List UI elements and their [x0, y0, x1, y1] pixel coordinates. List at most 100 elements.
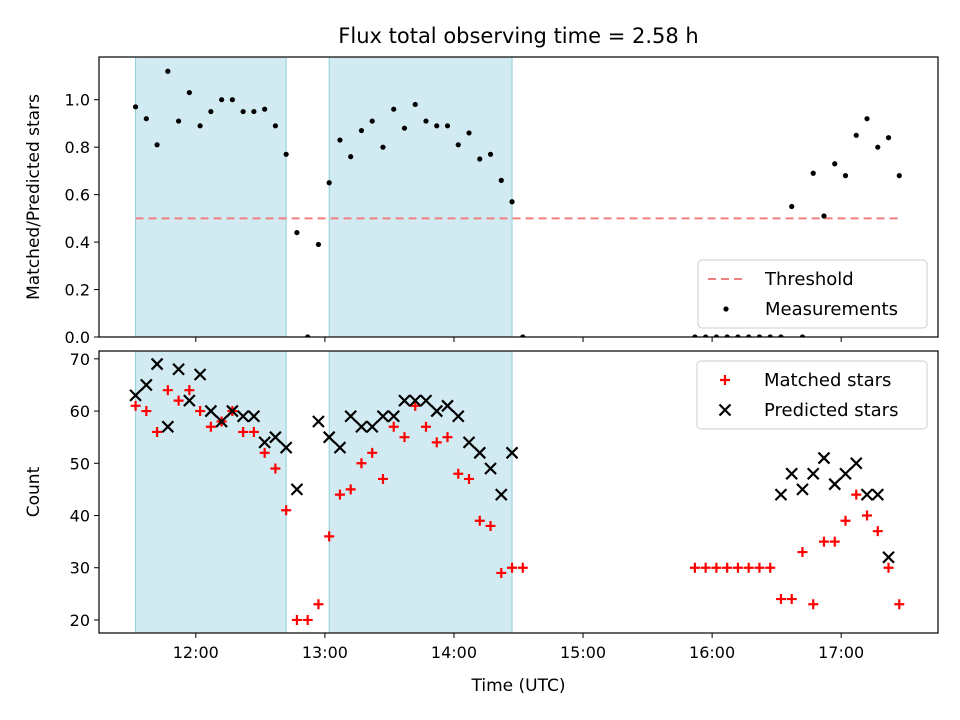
predicted-stars-point [387, 410, 401, 423]
measurements-point [853, 132, 859, 138]
measurements-point [778, 334, 784, 337]
measurements-point [186, 89, 192, 96]
measurements-point [434, 123, 440, 129]
predicted-stars-point [419, 394, 433, 407]
matched-stars-point [162, 385, 173, 396]
measurements-point [132, 104, 139, 110]
matched-stars-point [377, 473, 388, 484]
measurements-point [229, 97, 235, 103]
legend-label: Measurements [765, 299, 898, 320]
y-tick-label: 1.0 [65, 91, 90, 110]
y-tick-label: 0.8 [65, 138, 90, 157]
predicted-stars-point [806, 467, 820, 480]
y-tick-label: 0.4 [65, 233, 90, 252]
predicted-stars-point [236, 410, 250, 423]
predicted-stars-point [484, 462, 497, 475]
legend: Threshold Measurements [697, 259, 928, 329]
measurements-point [412, 101, 418, 108]
measurements-point [756, 334, 763, 337]
measurements-point [219, 97, 225, 103]
predicted-stars-point [204, 404, 218, 418]
y-tick-label: 60 [70, 402, 90, 421]
matched-stars-point [205, 421, 216, 432]
predicted-stars-point [860, 488, 874, 501]
measurements-point [703, 334, 709, 337]
matched-stars-point [431, 437, 442, 448]
measurements-point [208, 108, 214, 115]
predicted-stars-point [322, 430, 336, 444]
matched-stars-point [883, 562, 894, 573]
predicted-stars-point [451, 410, 465, 423]
predicted-stars-point [193, 368, 207, 381]
legend-label: Predicted stars [764, 400, 898, 421]
measurements-point [498, 177, 504, 183]
count-panel: 20 30 40 50 60 70 12:00 13:00 14:00 15:00 16:00 17:… [24, 350, 939, 662]
matched-stars-point [184, 385, 195, 396]
predicted-stars-point [258, 436, 271, 449]
measurements-point [165, 68, 171, 74]
matched-stars-point [281, 505, 292, 516]
measurements-point [864, 116, 870, 122]
measurements-point [875, 144, 881, 150]
predicted-stars-point [785, 467, 798, 480]
predicted-stars-point [172, 363, 185, 376]
matched-stars-point [689, 562, 700, 573]
y-tick-label: 40 [70, 507, 90, 526]
matched-stars-point [797, 547, 808, 558]
y-tick-label: 50 [70, 454, 90, 473]
predicted-stars-point [849, 457, 863, 470]
matched-stars-point [420, 421, 431, 432]
measurements-point [143, 116, 149, 122]
observing-window [328, 351, 513, 633]
measurements-point [272, 123, 279, 129]
chart-title: Flux total observing time = 2.58 h [338, 24, 698, 48]
x-tick-label: 16:00 [689, 643, 735, 662]
matched-stars-point [775, 594, 786, 605]
matched-stars-point [732, 562, 743, 573]
matched-stars-point [356, 458, 367, 469]
predicted-stars-legend-point [718, 403, 732, 417]
measurements-point [509, 199, 515, 205]
measurements-point [455, 142, 461, 148]
ratio-panel: 0.0 0.2 0.4 0.6 0.8 1.0 Matched/Predicted star… [24, 56, 939, 347]
matched-stars-point [862, 510, 873, 521]
matched-stars-point [840, 515, 851, 526]
matched-stars-point [894, 599, 905, 610]
observing-window [135, 351, 287, 633]
predicted-stars-point [150, 357, 164, 371]
plot-frame [98, 56, 939, 338]
measurements-point [240, 108, 246, 115]
measurements-point [380, 144, 386, 150]
legend-box [696, 360, 928, 430]
measurements-point [477, 156, 483, 162]
matched-stars-point [270, 463, 281, 474]
predicted-stars-point [290, 483, 304, 496]
measurements-point [326, 180, 332, 186]
matched-stars-legend-point [720, 375, 730, 385]
matched-stars-point [808, 599, 819, 610]
y-tick-label: 0.6 [65, 186, 90, 205]
matched-stars-point [302, 614, 313, 625]
predicted-stars-point [140, 378, 153, 392]
matched-stars-point [507, 562, 518, 573]
matched-stars-point [324, 531, 335, 542]
predicted-stars-point [215, 415, 228, 428]
measurements-point [369, 118, 375, 124]
matched-stars-point [818, 536, 829, 547]
measurements-point [391, 106, 397, 112]
predicted-stars-point [161, 420, 175, 433]
matched-stars-point [334, 489, 345, 500]
predicted-stars-point [839, 467, 852, 480]
predicted-stars-point [226, 404, 239, 418]
matched-stars-point [410, 400, 421, 411]
predicted-stars-point [871, 488, 885, 501]
plot-area [132, 57, 902, 337]
y-tick-label: 30 [70, 559, 90, 578]
predicted-stars-point [355, 420, 368, 433]
predicted-stars-point [774, 488, 788, 501]
y-tick-label: 20 [70, 611, 90, 630]
predicted-stars-point [183, 394, 196, 407]
measurements-point [358, 127, 365, 134]
matched-stars-point [238, 426, 249, 437]
matched-stars-point [313, 599, 324, 610]
